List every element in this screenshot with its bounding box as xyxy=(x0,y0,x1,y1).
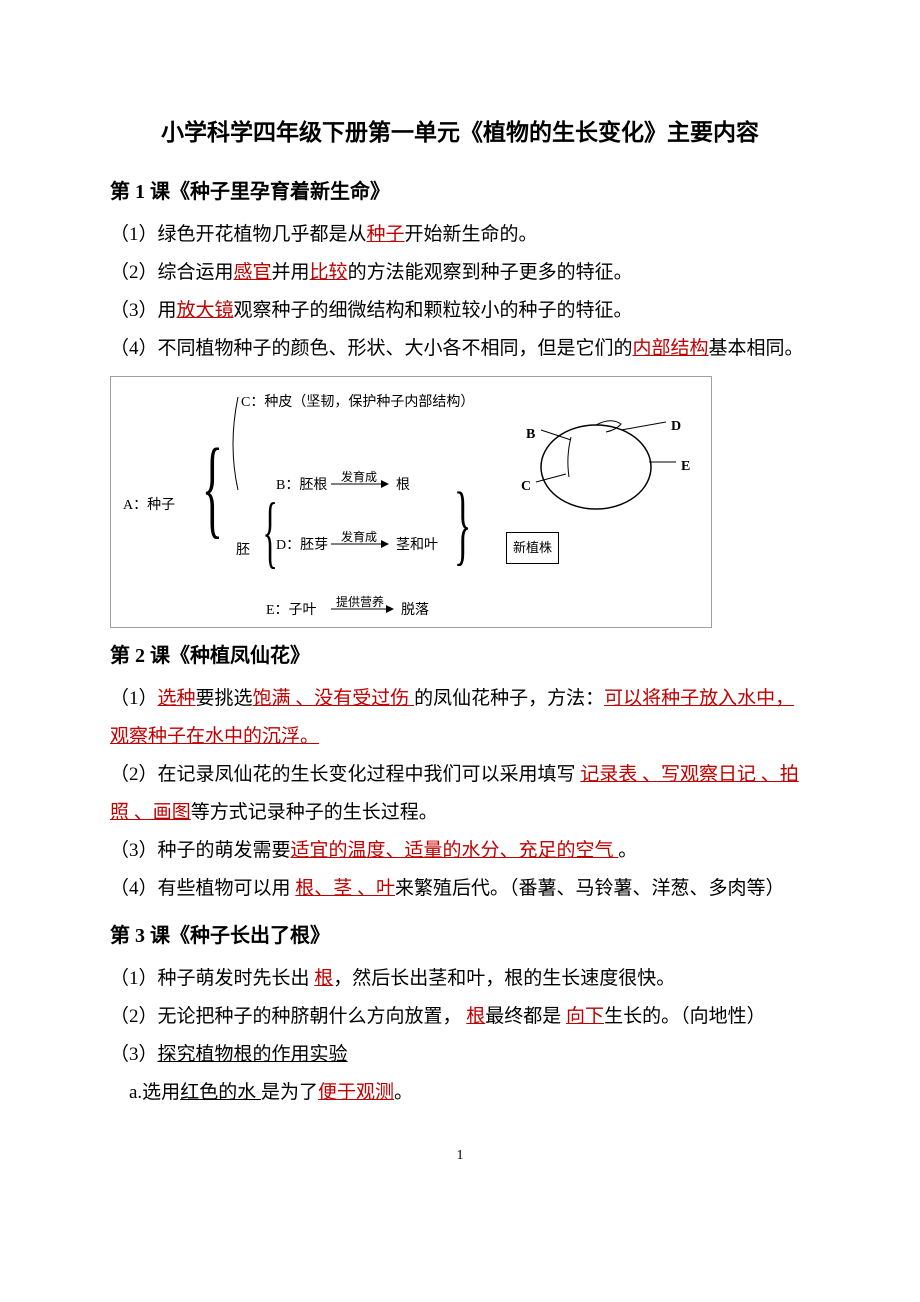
diagram-e-result: 脱落 xyxy=(401,597,429,625)
lesson2-p1: （1）选种要挑选饱满 、没有受过伤 的凤仙花种子，方法：可以将种子放入水中，观察… xyxy=(110,680,810,756)
keyword-rootstemleaf: 根、茎 、叶 xyxy=(295,878,395,899)
lesson1-p1: （1）绿色开花植物几乎都是从种子开始新生命的。 xyxy=(110,216,810,254)
lesson1-heading: 第 1 课《种子里孕育着新生命》 xyxy=(110,172,810,212)
keyword-redwater: 红色的水 xyxy=(180,1082,261,1103)
diagram-letter-b: B xyxy=(526,421,535,449)
diagram-d-label: D：胚芽 xyxy=(276,532,328,560)
lesson3-p2: （2）无论把种子的种脐朝什么方向放置， 根最终都是 向下生长的。（向地性） xyxy=(110,998,810,1036)
keyword-conditions: 适宜的温度、适量的水分、充足的空气 xyxy=(291,840,619,861)
text: 开始新生命的。 xyxy=(405,224,538,245)
text: 最终都是 xyxy=(485,1006,566,1027)
keyword-root: 根 xyxy=(314,968,333,989)
text: （1）种子萌发时先长出 xyxy=(110,968,314,989)
text: 。 xyxy=(394,1082,413,1103)
text: （2）无论把种子的种脐朝什么方向放置， xyxy=(110,1006,466,1027)
diagram-b-result: 根 xyxy=(396,472,410,500)
text: （2）综合运用 xyxy=(110,262,234,283)
text: （2）在记录凤仙花的生长变化过程中我们可以采用填写 xyxy=(110,764,580,785)
text: 要挑选 xyxy=(196,688,253,709)
keyword-down: 向下 xyxy=(566,1006,604,1027)
page-number: 1 xyxy=(110,1142,810,1170)
diagram-letter-e: E xyxy=(681,453,690,481)
diagram-c-label: C：种皮（坚韧，保护种子内部结构） xyxy=(241,389,474,417)
arrow-icon xyxy=(331,479,391,489)
text: 是为了 xyxy=(261,1082,318,1103)
keyword-select: 选种 xyxy=(158,688,196,709)
text: 等方式记录种子的生长过程。 xyxy=(191,802,438,823)
lesson3-p1: （1）种子萌发时先长出 根，然后长出茎和叶，根的生长速度很快。 xyxy=(110,960,810,998)
lesson1-p4: （4）不同植物种子的颜色、形状、大小各不相同，但是它们的内部结构基本相同。 xyxy=(110,330,810,368)
text: （1） xyxy=(110,688,158,709)
text: （1）绿色开花植物几乎都是从 xyxy=(110,224,367,245)
seed-illustration-icon xyxy=(511,402,681,522)
diagram-d-result: 茎和叶 xyxy=(396,532,438,560)
keyword-observe: 便于观测 xyxy=(318,1082,394,1103)
diagram-letter-c: C xyxy=(521,473,531,501)
lesson3-p3: （3）探究植物根的作用实验 xyxy=(110,1036,810,1074)
keyword-compare: 比较 xyxy=(310,262,348,283)
text: ，然后长出茎和叶，根的生长速度很快。 xyxy=(333,968,675,989)
text: 生长的。（向地性） xyxy=(604,1006,766,1027)
keyword-full: 饱满 、没有受过伤 xyxy=(253,688,415,709)
text: 。 xyxy=(618,840,637,861)
keyword-root2: 根 xyxy=(466,1006,485,1027)
lesson1-p2: （2）综合运用感官并用比较的方法能观察到种子更多的特征。 xyxy=(110,254,810,292)
keyword-structure: 内部结构 xyxy=(633,338,709,359)
lesson2-p2: （2）在记录凤仙花的生长变化过程中我们可以采用填写 记录表 、写观察日记 、拍照… xyxy=(110,756,810,832)
text: （3）用 xyxy=(110,300,177,321)
seed-structure-diagram: C：种皮（坚韧，保护种子内部结构） A：种子 { B：胚根 发育成 根 胚 { … xyxy=(110,376,712,628)
diagram-b-label: B：胚根 xyxy=(276,472,327,500)
text: 来繁殖后代。（番薯、马铃薯、洋葱、多肉等） xyxy=(395,878,785,899)
brace-icon: } xyxy=(454,480,471,570)
page-title: 小学科学四年级下册第一单元《植物的生长变化》主要内容 xyxy=(110,110,810,156)
diagram-letter-d: D xyxy=(671,413,681,441)
curve-icon xyxy=(226,395,246,495)
brace-icon: { xyxy=(202,432,223,542)
text: 并用 xyxy=(272,262,310,283)
keyword-senses: 感官 xyxy=(234,262,272,283)
keyword-magnifier: 放大镜 xyxy=(177,300,234,321)
text: a.选用 xyxy=(110,1082,180,1103)
text: 观察种子的细微结构和颗粒较小的种子的特征。 xyxy=(234,300,633,321)
lesson2-heading: 第 2 课《种植凤仙花》 xyxy=(110,636,810,676)
text: （4）不同植物种子的颜色、形状、大小各不相同，但是它们的 xyxy=(110,338,633,359)
document-page: 小学科学四年级下册第一单元《植物的生长变化》主要内容 第 1 课《种子里孕育着新… xyxy=(0,0,920,1210)
diagram-a-label: A：种子 xyxy=(123,492,175,520)
lesson1-p3: （3）用放大镜观察种子的细微结构和颗粒较小的种子的特征。 xyxy=(110,292,810,330)
arrow-icon xyxy=(331,604,396,614)
text: 的方法能观察到种子更多的特征。 xyxy=(348,262,633,283)
arrow-icon xyxy=(331,539,391,549)
keyword-seed: 种子 xyxy=(367,224,405,245)
text: （4）有些植物可以用 xyxy=(110,878,295,899)
keyword-experiment: 探究植物根的作用实验 xyxy=(158,1044,348,1065)
text: 的凤仙花种子，方法： xyxy=(414,688,604,709)
diagram-pei-label: 胚 xyxy=(236,537,250,565)
lesson2-p3: （3）种子的萌发需要适宜的温度、适量的水分、充足的空气 。 xyxy=(110,832,810,870)
lesson2-p4: （4）有些植物可以用 根、茎 、叶来繁殖后代。（番薯、马铃薯、洋葱、多肉等） xyxy=(110,870,810,908)
diagram-e-label: E：子叶 xyxy=(266,597,317,625)
diagram-newplant-box: 新植株 xyxy=(506,532,559,564)
text: （3）种子的萌发需要 xyxy=(110,840,291,861)
lesson3-heading: 第 3 课《种子长出了根》 xyxy=(110,916,810,956)
text: （3） xyxy=(110,1044,158,1065)
lesson3-p4: a.选用红色的水 是为了便于观测。 xyxy=(110,1074,810,1112)
text: 基本相同。 xyxy=(709,338,804,359)
